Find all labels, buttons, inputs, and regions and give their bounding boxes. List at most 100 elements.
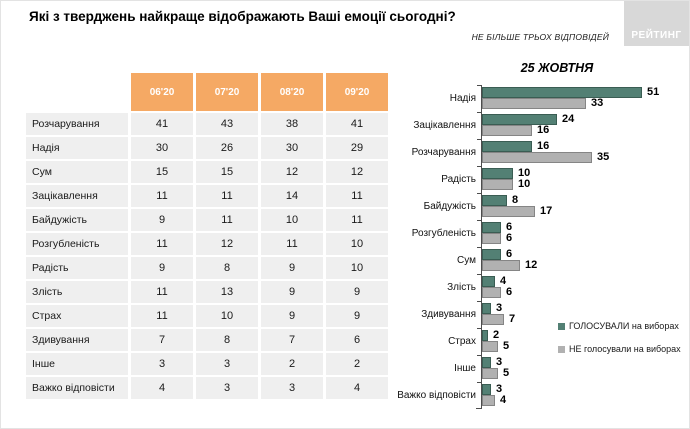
chart-bar-line: 5 xyxy=(482,368,689,379)
chart-category-label: Розчарування xyxy=(411,146,476,158)
chart-category-label: Злість xyxy=(447,281,476,293)
chart-category-label: Здивування xyxy=(421,308,476,320)
table-row: Важко відповісти 4 3 3 4 xyxy=(26,377,388,399)
chart-bar-line: 6 xyxy=(482,222,689,233)
rating-logo-text: РЕЙТИНГ xyxy=(631,30,682,41)
table-row: Розгубленість 11 12 11 10 xyxy=(26,233,388,255)
table-row-label: Зацікавлення xyxy=(26,185,128,207)
chart-bar-line: 7 xyxy=(482,314,689,325)
chart-bar-line: 16 xyxy=(482,125,689,136)
legend-label: ГОЛОСУВАЛИ на виборах xyxy=(569,321,679,331)
chart-bar-line: 10 xyxy=(482,179,689,190)
table-row: Інше 3 3 2 2 xyxy=(26,353,388,375)
table-cell: 11 xyxy=(196,185,258,207)
bar-voted xyxy=(482,114,557,125)
bar-voted xyxy=(482,303,491,314)
bar-not-voted xyxy=(482,287,501,298)
table-row-label: Радість xyxy=(26,257,128,279)
chart-category-row: Байдужість 8 17 xyxy=(397,193,689,220)
chart-category-row: Сум 6 12 xyxy=(397,247,689,274)
bar-voted xyxy=(482,222,501,233)
bar-value-label: 3 xyxy=(496,383,503,395)
legend-item: ГОЛОСУВАЛИ на виборах xyxy=(558,321,681,331)
bar-value-label: 16 xyxy=(537,124,550,136)
bar-voted xyxy=(482,168,513,179)
chart-category-row: Страх 2 5 xyxy=(397,328,689,355)
axis-tick xyxy=(476,408,481,409)
chart-bar-line: 3 xyxy=(482,384,689,395)
chart-category-label: Байдужість xyxy=(423,200,476,212)
table-cell: 11 xyxy=(131,185,193,207)
table-corner-cell xyxy=(26,73,128,111)
bar-voted xyxy=(482,384,491,395)
bar-value-label: 16 xyxy=(537,140,550,152)
chart-category-label: Важко відповісти xyxy=(397,389,476,401)
legend-item: НЕ голосували на виборах xyxy=(558,344,681,354)
chart-bar-line: 10 xyxy=(482,168,689,179)
table-cell: 30 xyxy=(131,137,193,159)
table-cell: 8 xyxy=(196,257,258,279)
bar-voted xyxy=(482,195,507,206)
chart-category-row: Інше 3 5 xyxy=(397,355,689,382)
table-cell: 41 xyxy=(131,113,193,135)
chart-category-row: Здивування 3 7 xyxy=(397,301,689,328)
bar-not-voted xyxy=(482,395,495,406)
table-cell: 11 xyxy=(196,209,258,231)
chart-bars-group: 51 33 xyxy=(477,85,689,112)
chart-category-label: Страх xyxy=(448,335,476,347)
chart-bars-group: 16 35 xyxy=(477,139,689,166)
table-column-header: 09'20 xyxy=(326,73,388,111)
table-cell: 11 xyxy=(326,185,388,207)
bar-value-label: 8 xyxy=(512,194,519,206)
chart-bar-line: 2 xyxy=(482,330,689,341)
chart-bar-line: 3 xyxy=(482,303,689,314)
chart-bar-line: 6 xyxy=(482,287,689,298)
legend-label: НЕ голосували на виборах xyxy=(569,344,681,354)
bar-voted xyxy=(482,87,642,98)
bar-value-label: 10 xyxy=(518,167,531,179)
chart-category-row: Надія 51 33 xyxy=(397,85,689,112)
chart-category-label: Зацікавлення xyxy=(413,119,476,131)
table-cell: 3 xyxy=(196,353,258,375)
emotions-table: 06'20 07'20 08'20 09'20 Розчарування 41 43 38 4… xyxy=(23,71,391,401)
bar-value-label: 6 xyxy=(506,221,513,233)
table-row: Байдужість 9 11 10 11 xyxy=(26,209,388,231)
table-cell: 9 xyxy=(261,281,323,303)
chart-category-row: Злість 4 6 xyxy=(397,274,689,301)
chart-bars-group: 6 12 xyxy=(477,247,689,274)
table-cell: 41 xyxy=(326,113,388,135)
table-cell: 26 xyxy=(196,137,258,159)
chart-bar-line: 12 xyxy=(482,260,689,271)
chart-bars-group: 24 16 xyxy=(477,112,689,139)
bar-not-voted xyxy=(482,341,498,352)
table-cell: 15 xyxy=(131,161,193,183)
bar-value-label: 51 xyxy=(647,86,660,98)
table-cell: 11 xyxy=(261,233,323,255)
chart-category-label: Сум xyxy=(457,254,476,266)
table-cell: 10 xyxy=(261,209,323,231)
bar-not-voted xyxy=(482,152,592,163)
legend-swatch-not-voted xyxy=(558,345,565,353)
bar-voted xyxy=(482,141,532,152)
table-column-header: 08'20 xyxy=(261,73,323,111)
bar-voted xyxy=(482,357,491,368)
bar-not-voted xyxy=(482,125,532,136)
table-cell: 11 xyxy=(131,281,193,303)
table-cell: 29 xyxy=(326,137,388,159)
answers-note: НЕ БІЛЬШЕ ТРЬОХ ВІДПОВІДЕЙ xyxy=(471,32,609,42)
bar-not-voted xyxy=(482,368,498,379)
table-cell: 11 xyxy=(131,305,193,327)
table-cell: 10 xyxy=(326,233,388,255)
bar-voted xyxy=(482,249,501,260)
chart-bar-line: 8 xyxy=(482,195,689,206)
chart-category-row: Розчарування 16 35 xyxy=(397,139,689,166)
table-cell: 9 xyxy=(261,257,323,279)
table-cell: 38 xyxy=(261,113,323,135)
bar-not-voted xyxy=(482,206,535,217)
bar-voted xyxy=(482,330,488,341)
table-cell: 30 xyxy=(261,137,323,159)
bar-value-label: 12 xyxy=(525,259,538,271)
